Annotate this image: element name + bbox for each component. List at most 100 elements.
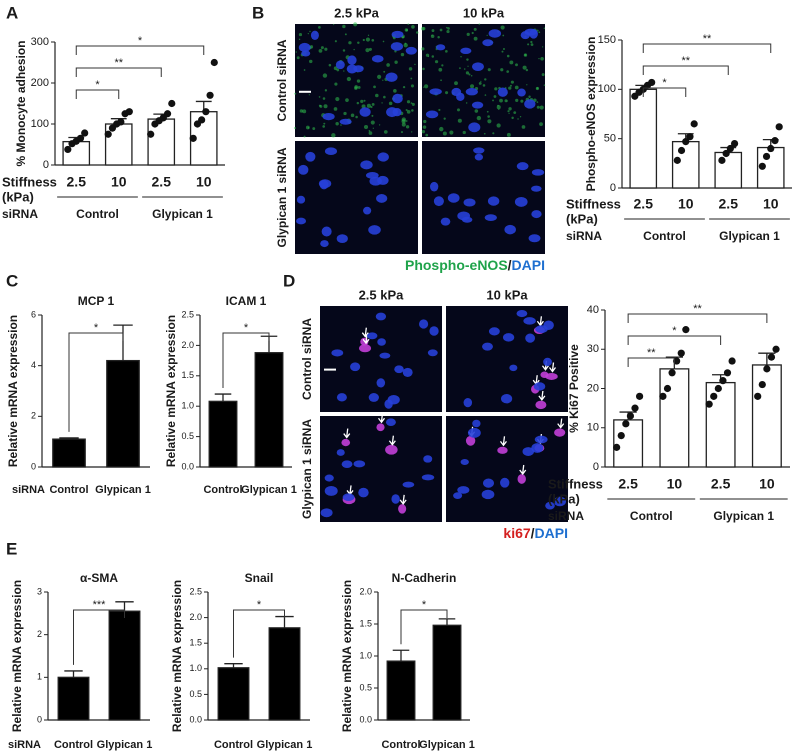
data-point (690, 120, 698, 128)
y-tick-label: 100 (31, 118, 49, 130)
data-point (728, 357, 736, 365)
nucleus (497, 87, 508, 97)
stain (343, 111, 347, 116)
data-point (125, 108, 133, 116)
nucleus (517, 474, 526, 484)
stain (323, 122, 326, 125)
data-point (710, 392, 718, 400)
bar (147, 118, 176, 166)
x-tick-label: Control (203, 484, 242, 496)
nucleus (504, 224, 516, 235)
nucleus (402, 481, 415, 488)
data-point (117, 118, 125, 126)
data-point (682, 138, 690, 146)
stain (371, 38, 375, 42)
stain (515, 63, 518, 67)
nucleus (529, 29, 538, 39)
stain (342, 49, 346, 52)
stain (296, 56, 300, 60)
y-axis-label: Relative mRNA expression (164, 315, 178, 467)
x-tick-label: Glypican 1 (97, 739, 153, 751)
stain (454, 81, 458, 86)
caption-part: DAPI (535, 525, 568, 541)
nucleus (457, 486, 470, 494)
nucleus (359, 107, 371, 117)
nucleus (451, 87, 462, 96)
x-tick-label: 10 (111, 174, 127, 190)
stain (492, 132, 495, 135)
stain (372, 127, 374, 129)
y-tick-label: 0.5 (189, 689, 202, 699)
bar (104, 123, 133, 166)
bar (268, 627, 301, 721)
nucleus (482, 39, 494, 47)
y-tick-label: 10 (587, 422, 599, 434)
nucleus (481, 489, 495, 500)
column-label: 2.5 kPa (334, 5, 380, 20)
stain (536, 101, 539, 103)
column-label: 10 kPa (486, 287, 528, 302)
x-tick-label: Control (54, 739, 93, 751)
nucleus (394, 365, 404, 374)
nucleus (322, 112, 335, 121)
y-tick-label: 2.5 (181, 309, 194, 319)
stain (353, 22, 358, 27)
y-tick-label: 0.5 (359, 682, 372, 692)
arrow (519, 464, 527, 476)
stain (318, 104, 322, 107)
y-tick-label: 150 (598, 34, 616, 46)
data-point (168, 99, 176, 108)
nucleus (531, 443, 544, 453)
nucleus (545, 501, 555, 510)
stain (383, 130, 388, 134)
nucleus (509, 364, 518, 372)
stain (496, 123, 501, 128)
stain (478, 81, 482, 85)
group-axis-label: siRNA (2, 207, 38, 221)
nucleus (421, 474, 435, 481)
arrow (399, 494, 407, 505)
nucleus (483, 478, 494, 488)
caption-part: / (508, 257, 512, 273)
y-tick-label: 2.0 (181, 340, 194, 350)
x-axis-label: Stiffness (2, 174, 57, 189)
panel-label: B (252, 3, 264, 22)
nucleus (447, 193, 460, 203)
y-tick-label: 0 (43, 159, 49, 171)
nucleus (554, 428, 566, 437)
nucleus (358, 487, 369, 498)
stain (441, 64, 444, 67)
nucleus (376, 194, 388, 203)
stain (404, 42, 407, 45)
nucleus (375, 312, 387, 321)
nucleus (353, 460, 366, 468)
stain (377, 74, 382, 79)
stain (342, 24, 346, 29)
nucleus (471, 101, 484, 109)
x-axis-label: Stiffness (548, 476, 603, 491)
stain (318, 26, 321, 29)
stain (506, 54, 510, 58)
nucleus (429, 326, 439, 336)
stain (322, 125, 326, 128)
stain (525, 68, 529, 72)
stain (514, 85, 519, 90)
stain (508, 86, 512, 90)
stain (465, 102, 468, 104)
x-tick-label: Glypican 1 (257, 739, 313, 751)
stain (509, 60, 514, 65)
nucleus (535, 400, 547, 410)
significance-bracket (75, 45, 205, 55)
stain (478, 23, 481, 25)
data-point (767, 353, 776, 361)
arrow (538, 390, 546, 401)
stain (415, 31, 419, 34)
stain (363, 125, 369, 130)
group-label: Control (630, 509, 673, 523)
nucleus (467, 427, 481, 438)
nucleus (520, 31, 531, 40)
significance-bracket (400, 609, 448, 645)
nucleus (379, 352, 391, 359)
arrow (499, 436, 507, 447)
significance-label: ** (681, 55, 690, 67)
